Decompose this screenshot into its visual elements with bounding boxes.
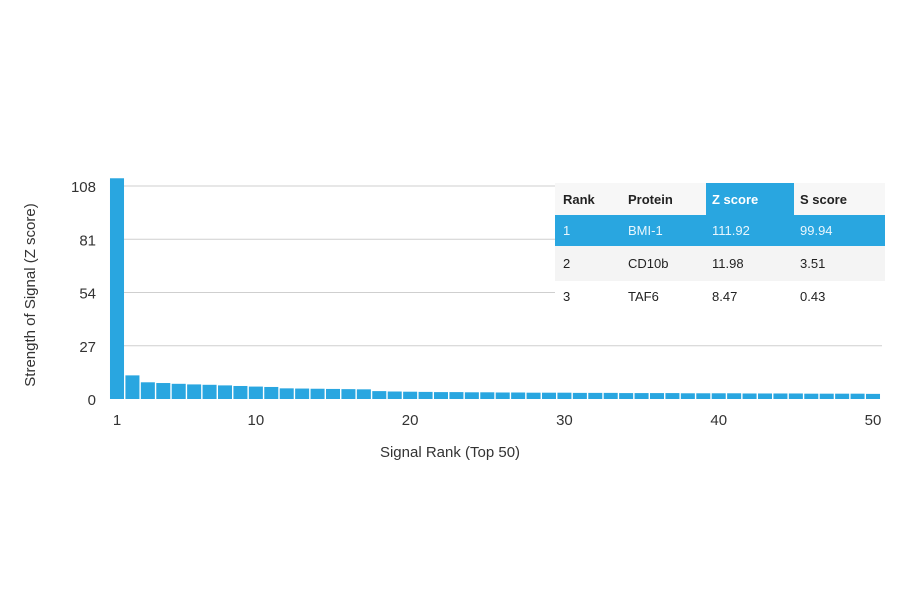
cell-s-score: 0.43 xyxy=(800,289,826,304)
y-tick-label: 108 xyxy=(71,179,96,196)
bar xyxy=(588,392,603,399)
x-tick-label: 40 xyxy=(710,412,727,429)
bar xyxy=(433,392,449,399)
bar xyxy=(341,389,356,399)
bar xyxy=(233,385,248,399)
bar xyxy=(125,375,140,399)
cell-protein: TAF6 xyxy=(628,289,659,304)
bar xyxy=(634,393,649,399)
bar xyxy=(757,393,773,399)
bar xyxy=(495,392,510,399)
bar xyxy=(835,393,850,399)
bar xyxy=(727,393,742,399)
bar xyxy=(325,388,341,399)
x-tick-label: 20 xyxy=(402,412,419,429)
bar xyxy=(187,384,202,399)
bar xyxy=(202,384,217,399)
bar xyxy=(557,392,572,399)
bar xyxy=(217,385,233,399)
bar xyxy=(788,393,803,399)
cell-protein: CD10b xyxy=(628,256,669,271)
bar xyxy=(372,391,387,399)
bar xyxy=(109,178,125,399)
bar xyxy=(480,392,495,399)
bar xyxy=(140,382,155,399)
x-tick-label: 30 xyxy=(556,412,573,429)
bar xyxy=(156,383,171,399)
cell-rank: 1 xyxy=(563,223,571,238)
bar xyxy=(572,392,587,399)
cell-z-score: 11.98 xyxy=(712,256,744,271)
bar xyxy=(171,383,186,399)
y-tick-label: 81 xyxy=(79,232,96,249)
cell-s-score: 3.51 xyxy=(800,256,826,271)
bar xyxy=(850,393,865,399)
bar xyxy=(680,393,695,399)
cell-s-score: 99.94 xyxy=(800,223,833,238)
bar xyxy=(711,393,726,399)
bar xyxy=(464,392,479,399)
table-header: Rank Protein Z score S score xyxy=(555,183,885,215)
bar xyxy=(403,391,418,399)
bar xyxy=(819,393,834,399)
bar xyxy=(526,392,541,399)
bar xyxy=(264,386,279,399)
table-row: 2 CD10b 11.98 3.51 xyxy=(555,246,885,281)
bar xyxy=(773,393,788,399)
bar xyxy=(418,391,433,399)
header-protein: Protein xyxy=(628,191,673,207)
y-axis-label: Strength of Signal (Z score) xyxy=(22,203,39,386)
cell-rank: 3 xyxy=(563,289,571,304)
table-row: 1 BMI-1 111.92 99.94 xyxy=(555,215,885,246)
table-row: 3 TAF6 8.47 0.43 xyxy=(555,281,885,312)
bar xyxy=(310,388,325,399)
bar xyxy=(511,392,526,399)
bar xyxy=(541,392,557,399)
bar xyxy=(603,392,618,399)
cell-z-score: 8.47 xyxy=(712,289,738,304)
bar xyxy=(356,389,371,399)
bar xyxy=(696,393,711,399)
y-tick-label: 27 xyxy=(79,339,96,356)
bar xyxy=(279,388,294,399)
bar xyxy=(248,386,263,399)
cell-rank: 2 xyxy=(563,256,571,271)
bar xyxy=(295,388,310,399)
bar xyxy=(865,393,881,399)
y-tick-label: 0 xyxy=(88,392,96,409)
bar xyxy=(387,391,402,399)
header-s-score: S score xyxy=(800,191,847,207)
bar xyxy=(649,393,665,399)
bar xyxy=(619,393,634,399)
x-tick-label: 1 xyxy=(113,412,121,429)
bar xyxy=(742,393,757,399)
score-table: Rank Protein Z score S score 1 BMI-1 111… xyxy=(555,183,885,312)
header-z-score: Z score xyxy=(706,183,794,215)
bar xyxy=(665,393,680,399)
cell-z-score: 111.92 xyxy=(712,223,750,238)
x-tick-label: 50 xyxy=(865,412,882,429)
x-axis-label: Signal Rank (Top 50) xyxy=(380,444,520,461)
bar xyxy=(449,392,464,399)
x-tick-label: 10 xyxy=(248,412,265,429)
bar xyxy=(804,393,819,399)
cell-protein: BMI-1 xyxy=(628,223,663,238)
header-rank: Rank xyxy=(563,191,595,207)
y-tick-label: 54 xyxy=(79,286,96,303)
